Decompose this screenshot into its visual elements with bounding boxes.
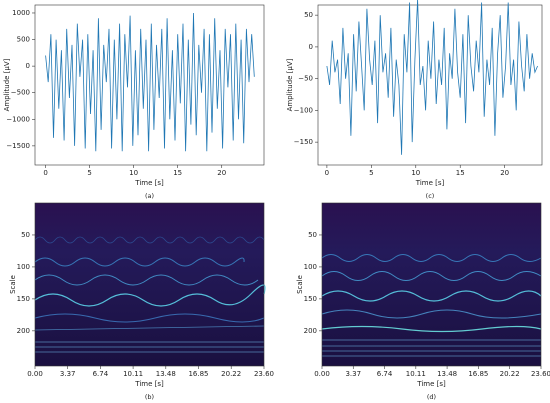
x-tick-label: 6.74 [93,370,109,378]
y-tick-label: −500 [11,89,30,97]
y-tick-label: 50 [21,231,30,239]
y-tick-label: 200 [304,327,317,335]
y-tick-label: 1000 [12,9,30,17]
x-tick-label: 20.22 [500,370,520,378]
y-tick-label: −150 [294,138,313,146]
scalogram-image-d [321,203,542,366]
x-tick-label: 20.22 [221,370,241,378]
x-tick-label: 10.11 [406,370,426,378]
x-tick-label: 23.60 [531,370,550,378]
y-axis-label: Scale [296,275,304,294]
y-tick-label: 0 [26,62,30,70]
x-tick-label: 10 [129,169,138,177]
x-axis-label: Time [s] [134,179,164,187]
x-tick-label: 6.74 [377,370,393,378]
x-tick-label: 0 [43,169,47,177]
x-tick-label: 15 [456,169,465,177]
x-tick-label: 3.37 [345,370,361,378]
x-tick-label: 13.48 [437,370,457,378]
caption: (c) [426,192,435,200]
y-tick-label: 500 [17,36,30,44]
y-tick-label: 200 [17,327,30,335]
x-tick-label: 0 [325,169,329,177]
x-tick-label: 10.11 [123,370,143,378]
y-tick-label: −100 [294,106,313,114]
y-tick-label: −50 [298,75,313,83]
y-tick-label: 100 [304,263,317,271]
caption: (a) [145,192,154,200]
x-axis-label: Time [s] [416,380,446,388]
x-tick-label: 23.60 [254,370,274,378]
x-tick-label: 20 [500,169,509,177]
caption: (b) [145,393,154,401]
x-axis-label: Time [s] [134,380,164,388]
plot-frame [317,4,543,166]
x-tick-label: 20 [217,169,226,177]
y-tick-label: 0 [309,43,313,51]
x-tick-label: 5 [369,169,373,177]
plot-frame [321,202,542,367]
y-axis-label: Scale [9,275,17,294]
x-tick-label: 16.85 [188,370,208,378]
x-tick-label: 13.48 [156,370,176,378]
plot-frame [34,4,265,166]
x-tick-label: 0.00 [314,370,330,378]
x-tick-label: 15 [173,169,182,177]
y-tick-label: −1500 [6,142,30,150]
x-tick-label: 5 [87,169,91,177]
y-axis-label: Amplitude [µV] [286,58,294,111]
signal-line [326,0,538,155]
caption: (d) [427,393,436,401]
x-tick-label: 3.37 [60,370,76,378]
y-tick-label: 50 [308,231,317,239]
y-tick-label: 150 [304,295,317,303]
y-axis-label: Amplitude [µV] [3,58,11,111]
x-axis-label: Time [s] [415,179,445,187]
plot-frame [34,202,265,367]
signal-line [45,12,255,152]
y-tick-label: −1000 [6,115,30,123]
scalogram-image-b [34,203,266,366]
y-tick-label: 100 [17,263,30,271]
y-tick-label: 150 [17,295,30,303]
x-tick-label: 10 [411,169,420,177]
x-tick-label: 0.00 [27,370,43,378]
x-tick-label: 16.85 [468,370,488,378]
y-tick-label: 50 [304,11,313,19]
